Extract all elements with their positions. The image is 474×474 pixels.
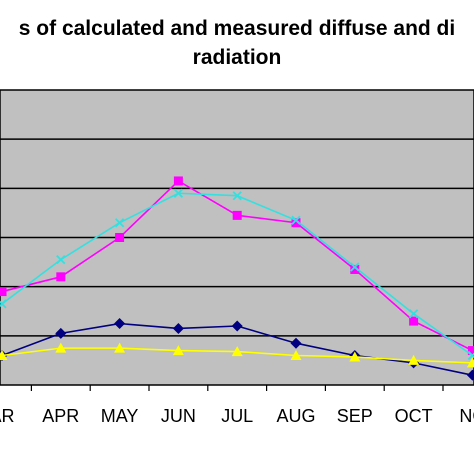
data-point <box>467 350 474 361</box>
data-point <box>350 262 360 272</box>
series-triangle <box>0 342 474 368</box>
data-point <box>114 218 125 228</box>
x-axis-ticks <box>30 385 444 391</box>
x-tick-label: JUN <box>161 406 196 426</box>
data-point <box>349 351 361 362</box>
data-point <box>55 327 67 339</box>
data-point <box>231 320 243 332</box>
data-point <box>466 357 474 368</box>
data-point <box>408 354 420 365</box>
data-point <box>290 350 302 360</box>
x-tick-label: OCT <box>395 406 433 426</box>
series-square <box>0 176 474 356</box>
x-tick-label: SEP <box>337 406 373 426</box>
data-point <box>290 337 302 349</box>
data-point <box>114 342 126 353</box>
data-point <box>408 309 419 319</box>
x-tick-label: AR <box>0 406 15 426</box>
series-lines <box>0 176 474 381</box>
data-point <box>115 233 125 242</box>
data-point <box>55 342 67 353</box>
chart-title-line-1: s of calculated and measured diffuse and… <box>18 17 456 40</box>
series-x <box>0 188 474 361</box>
data-point <box>173 188 184 198</box>
data-point <box>231 346 243 357</box>
data-point <box>232 191 242 201</box>
data-point <box>291 215 301 225</box>
data-point <box>409 316 419 326</box>
data-point <box>114 318 126 330</box>
data-point <box>56 254 66 265</box>
data-point <box>232 210 242 220</box>
data-point <box>466 369 474 381</box>
data-point <box>350 264 360 274</box>
x-axis-labels: AR APR MAY JUN JUL AUG SEP OCT NC <box>0 406 474 426</box>
data-point <box>467 346 474 356</box>
x-tick-label: MAY <box>101 406 139 426</box>
chart-title: s of calculated and measured diffuse and… <box>0 14 474 72</box>
x-tick-label: AUG <box>276 406 315 426</box>
x-tick-label: NC <box>459 406 474 426</box>
data-point <box>0 299 7 309</box>
data-point <box>0 350 8 360</box>
data-point <box>0 287 7 297</box>
x-tick-label: JUL <box>221 406 253 426</box>
data-point <box>56 272 66 282</box>
data-point <box>291 218 301 228</box>
chart-title-line-2: radiation <box>192 46 282 69</box>
data-point <box>172 322 184 334</box>
data-point <box>172 345 184 356</box>
gridlines <box>0 138 474 337</box>
series-diamond <box>0 318 474 381</box>
data-point <box>173 176 183 186</box>
x-tick-label: APR <box>42 406 79 426</box>
